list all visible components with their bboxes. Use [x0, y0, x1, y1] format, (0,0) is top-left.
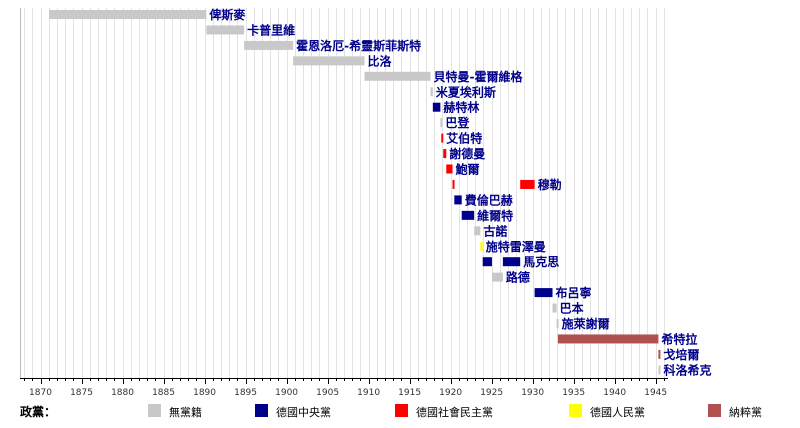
chancellor-bar — [556, 319, 559, 328]
chancellor-label: 卡普里維 — [247, 22, 295, 37]
chancellor-label: 巴登 — [445, 115, 470, 130]
legend-swatch — [569, 404, 582, 417]
chancellor-bar — [452, 179, 455, 189]
chancellor-label: 科洛希克 — [663, 362, 711, 377]
chancellor-label: 米夏埃利斯 — [436, 84, 496, 99]
chancellor-bar — [491, 272, 503, 282]
chancellor-bar — [502, 257, 521, 267]
chancellor-bar — [658, 365, 661, 375]
x-tick-label: 1935 — [562, 388, 585, 398]
x-tick-label: 1880 — [111, 388, 134, 398]
legend-swatch — [148, 404, 161, 417]
chancellor-label: 戈培爾 — [663, 347, 699, 362]
chancellor-bar — [430, 87, 433, 97]
chancellor-label: 比洛 — [368, 53, 393, 68]
legend-swatch — [255, 404, 268, 417]
x-tick-label: 1870 — [29, 388, 52, 398]
chancellor-bar — [552, 303, 557, 313]
x-tick-label: 1915 — [398, 388, 421, 398]
chancellor-bar — [432, 102, 441, 112]
chancellor-bar — [474, 226, 481, 236]
x-tick-label: 1875 — [70, 388, 93, 398]
x-tick-label: 1895 — [234, 388, 257, 398]
x-tick-label: 1905 — [316, 388, 339, 398]
x-tick-label: 1940 — [603, 388, 626, 398]
chancellor-label: 施萊謝爾 — [562, 316, 610, 331]
chancellor-bar — [461, 210, 475, 220]
chancellor-bar — [443, 149, 447, 159]
x-tick-label: 1925 — [480, 388, 503, 398]
chancellor-label: 赫特林 — [443, 100, 479, 115]
legend-label: 德國人民黨 — [590, 405, 645, 419]
chancellor-label: 穆勒 — [538, 177, 562, 192]
chancellor-label: 布呂寧 — [556, 285, 592, 300]
x-tick-label: 1945 — [644, 388, 667, 398]
chancellor-label: 貝特曼-霍爾維格 — [434, 69, 524, 84]
legend-label: 無黨籍 — [169, 405, 202, 419]
legend-title: 政黨： — [20, 404, 56, 419]
legend-label: 德國社會民主黨 — [416, 405, 493, 419]
legend-swatch — [708, 404, 721, 417]
x-axis: 1870 1875 1880 1885 1890 1895 1900 1905 1910 1915… — [20, 378, 668, 398]
chancellor-bar — [446, 164, 453, 174]
chancellor-bar — [480, 241, 483, 251]
chancellor-label: 古諾 — [483, 223, 507, 238]
chancellor-bar — [293, 56, 365, 66]
chancellor-bars: 俾斯麥卡普里維霍恩洛厄-希靈斯菲斯特比洛貝特曼-霍爾維格米夏埃利斯赫特林巴登艾伯… — [49, 7, 712, 377]
legend-label: 德國中央黨 — [276, 405, 331, 419]
chancellor-label: 謝德曼 — [449, 146, 485, 161]
x-tick-label: 1900 — [275, 388, 298, 398]
x-tick-label: 1920 — [439, 388, 462, 398]
legend: 政黨： 無黨籍 德國中央黨 德國社會民主黨 德國人民黨 納粹黨 — [20, 404, 762, 419]
chancellor-bar — [658, 349, 661, 359]
x-tick-label: 1885 — [152, 388, 175, 398]
chancellor-bar — [534, 288, 553, 298]
chancellor-label: 霍恩洛厄-希靈斯菲斯特 — [296, 38, 421, 53]
x-tick-label: 1930 — [521, 388, 544, 398]
chancellor-bar — [440, 118, 443, 128]
chancellor-bar — [244, 40, 294, 50]
chancellor-label: 巴本 — [560, 301, 584, 316]
chancellor-label: 艾伯特 — [446, 131, 482, 146]
legend-swatch — [395, 404, 408, 417]
x-tick-label: 1910 — [357, 388, 380, 398]
chancellor-label: 施特雷澤曼 — [486, 239, 546, 254]
chancellor-bar — [441, 133, 444, 143]
chancellor-label: 鮑爾 — [456, 162, 480, 177]
chancellor-bar — [206, 25, 245, 35]
chancellor-label: 俾斯麥 — [208, 7, 246, 22]
chancellor-label: 費倫巴赫 — [465, 192, 513, 207]
chancellor-label: 希特拉 — [660, 331, 697, 346]
chancellor-bar — [520, 179, 535, 189]
chancellor-label: 路德 — [506, 270, 530, 285]
x-tick-label: 1890 — [193, 388, 216, 398]
chancellor-label: 維爾特 — [477, 208, 513, 223]
chancellor-bar — [482, 257, 492, 267]
chancellor-label: 馬克思 — [523, 254, 559, 269]
chancellor-bar — [364, 71, 431, 81]
chancellor-bar — [557, 334, 659, 344]
legend-label: 納粹黨 — [729, 405, 762, 419]
grid-lines — [20, 8, 665, 378]
chancellor-bar — [49, 10, 207, 19]
chancellor-bar — [454, 195, 462, 205]
